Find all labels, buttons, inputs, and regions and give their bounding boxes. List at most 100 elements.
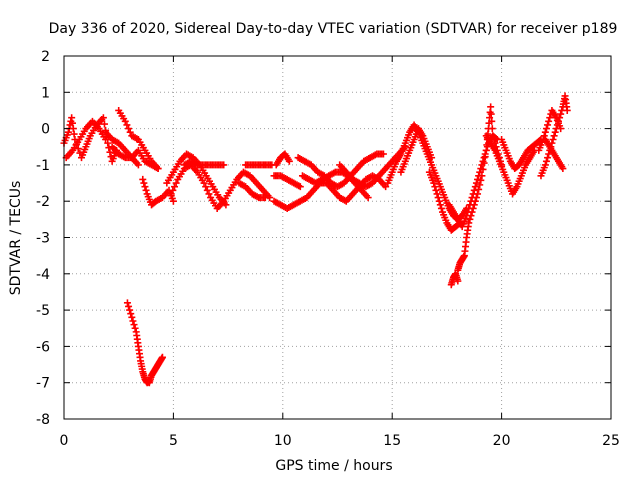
data-point-marker [479,165,487,173]
y-tick-label: -5 [36,303,50,319]
data-point-marker [130,321,138,329]
data-point-marker [382,183,390,191]
data-point-marker [105,144,113,152]
data-point-marker [480,159,488,167]
data-point-marker [469,204,477,212]
data-point-marker [131,324,139,332]
data-point-marker [488,125,496,133]
data-point-marker [563,106,571,114]
data-point-marker [474,175,482,183]
data-point-marker [139,175,147,183]
data-point-marker [167,190,175,198]
data-point-marker [467,212,475,220]
data-point-marker [102,135,110,143]
x-tick-label: 5 [169,433,178,449]
y-tick-label: 1 [41,85,50,101]
data-point-marker [64,128,72,136]
data-point-marker [541,161,549,169]
data-point-marker [69,125,77,133]
data-point-marker [487,103,495,111]
data-point-marker [205,190,213,198]
data-point-marker [364,194,372,202]
data-point-marker [542,125,550,133]
data-point-marker [123,299,131,307]
y-tick-label: 0 [41,122,50,138]
data-point-marker [125,125,133,133]
data-point-marker [471,197,479,205]
x-tick-label: 20 [493,433,511,449]
data-point-marker [70,130,78,138]
data-point-marker [557,125,565,133]
y-tick-label: -4 [36,267,50,283]
y-tick-label: -1 [36,158,50,174]
data-point-marker [489,132,497,140]
data-point-marker [172,179,180,187]
data-point-marker [140,179,148,187]
data-point-marker [296,183,304,191]
data-point-marker [169,197,177,205]
data-point-marker [466,215,474,223]
data-point-marker [470,186,478,194]
data-point-marker [465,219,473,227]
data-point-marker [261,194,269,202]
data-point-marker [550,132,558,140]
axis-ticks: 0 5 10 15 20 25 -8 -7 -6 -5 -4 -3 -2 -1 0 1 2 [36,49,620,449]
data-point-marker [475,185,483,193]
data-point-marker [127,310,135,318]
data-point-marker [540,132,548,140]
data-point-marker [123,121,131,129]
data-point-marker [158,353,166,361]
data-point-marker [100,120,108,128]
data-point-marker [541,128,549,136]
data-point-marker [203,186,211,194]
data-point-marker [434,194,442,202]
data-point-marker [169,186,177,194]
data-point-marker [202,183,210,191]
data-point-marker [141,183,149,191]
data-point-marker [539,135,547,143]
data-point-marker [472,194,480,202]
chart-title: Day 336 of 2020, Sidereal Day-to-day VTE… [49,21,618,37]
data-point-marker [468,208,476,216]
data-point-marker [68,114,76,122]
data-point-marker [126,306,134,314]
x-tick-label: 15 [383,433,401,449]
x-tick-label: 25 [602,433,620,449]
data-point-marker [170,183,178,191]
x-tick-label: 0 [60,433,69,449]
data-point-marker [433,190,441,198]
x-tick-label: 10 [274,433,292,449]
y-tick-label: -8 [36,412,50,428]
y-tick-label: 2 [41,49,50,65]
data-point-marker [74,145,82,153]
data-point-marker [474,190,482,198]
data-point-marker [488,117,496,125]
data-point-marker [68,119,76,127]
data-point-marker [200,179,208,187]
y-tick-label: -2 [36,194,50,210]
data-point-marker [128,313,136,321]
data-point-marker [432,186,440,194]
y-tick-label: -3 [36,231,50,247]
data-point-marker [546,114,554,122]
data-point-marker [454,277,462,285]
data-point-marker [129,317,137,325]
data-point-marker [470,201,478,209]
data-point-marker [481,153,489,161]
grid [64,56,611,419]
data-point-marker [544,121,552,129]
data-points [60,92,571,387]
data-point-marker [154,165,162,173]
data-point-marker [549,135,557,143]
data-point-marker [476,181,484,189]
data-point-marker [487,110,495,118]
data-point-marker [142,186,150,194]
y-tick-label: -7 [36,376,50,392]
data-point-marker [542,157,550,165]
data-point-marker [106,148,114,156]
data-point-marker [544,154,552,162]
y-axis-label: SDTVAR / TECUs [8,181,24,296]
data-point-marker [545,117,553,125]
data-point-marker [437,204,445,212]
